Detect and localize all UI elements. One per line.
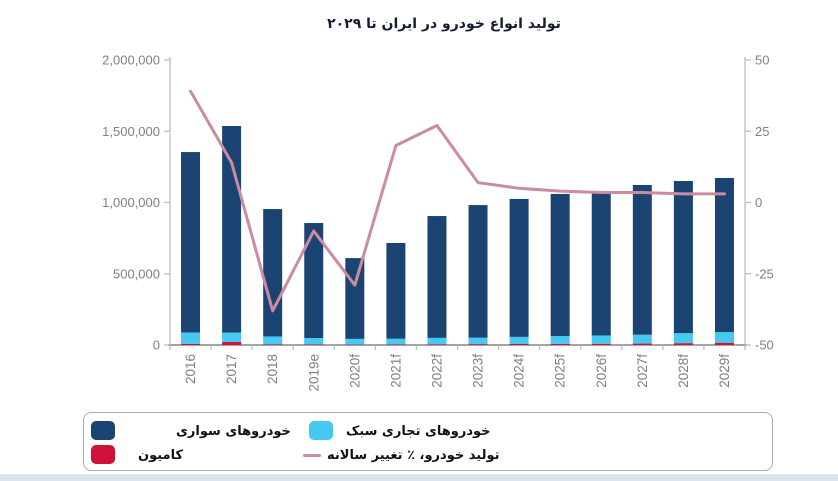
bar-segment-2025f	[550, 193, 570, 337]
left-axis-tick-label: 1,500,000	[102, 124, 160, 139]
bar-segment-2016	[181, 152, 201, 333]
bar-segment-2018	[263, 344, 283, 345]
bar-segment-2024f	[509, 336, 529, 345]
chart-title: تولید انواع خودرو در ایران تا ۲۰۲۹	[327, 16, 561, 32]
bar-segment-2029f	[714, 342, 734, 345]
right-axis-tick-label: 50	[755, 53, 769, 68]
x-axis-category-label: 2019e	[306, 354, 321, 392]
x-axis-category-label: 2026f	[594, 354, 609, 388]
bar-segment-2020f	[345, 338, 365, 345]
x-axis-category-label: 2021f	[388, 354, 403, 388]
bar-segment-2022f	[427, 344, 447, 345]
right-axis-tick-label: -25	[755, 266, 774, 281]
bar-segment-2029f	[714, 332, 734, 343]
bar-segment-2019e	[304, 344, 324, 345]
left-axis-tick-label: 0	[153, 338, 160, 353]
x-axis-category-label: 2029f	[717, 354, 732, 388]
bar-segment-2016	[181, 332, 201, 344]
x-axis-category-label: 2018	[265, 354, 280, 384]
bar-segment-2021f	[386, 242, 406, 339]
bar-segment-2025f	[550, 336, 570, 344]
x-axis-category-label: 2025f	[553, 354, 568, 388]
light-commercial-swatch	[309, 421, 333, 440]
bar-segment-2025f	[550, 343, 570, 345]
right-axis-tick-label: 25	[755, 124, 769, 139]
truck-swatch	[91, 445, 115, 464]
bar-segment-2017	[222, 332, 242, 342]
bar-segment-2024f	[509, 198, 529, 337]
bar-segment-2023f	[468, 337, 488, 345]
bar-segment-2018	[263, 336, 283, 345]
passenger-cars-legend-label: خودروهای سواری	[176, 424, 291, 439]
bar-segment-2026f	[591, 343, 611, 345]
bar-segment-2017	[222, 341, 242, 345]
x-axis-category-label: 2023f	[471, 354, 486, 388]
bar-segment-2027f	[632, 343, 652, 345]
x-axis-category-label: 2017	[224, 354, 239, 384]
bar-segment-2022f	[427, 337, 447, 345]
bottom-edge-strip	[0, 474, 838, 481]
bar-segment-2028f	[673, 343, 693, 345]
truck-legend-label: کامیون	[138, 448, 184, 463]
bar-segment-2028f	[673, 333, 693, 344]
x-axis-category-label: 2020f	[347, 354, 362, 388]
x-axis-category-label: 2027f	[635, 354, 650, 388]
bar-segment-2018	[263, 209, 283, 337]
left-axis-tick-label: 500,000	[113, 266, 160, 281]
annual-change-line	[189, 89, 726, 313]
bar-segment-2021f	[386, 344, 406, 345]
annual-change-line-swatch	[303, 454, 321, 457]
legend: خودروهای سواری کامیون خودروهای تجاری سبک…	[83, 412, 773, 471]
bar-segment-2022f	[427, 216, 447, 338]
bar-segment-2023f	[468, 344, 488, 345]
light-commercial-legend-label: خودروهای تجاری سبک	[346, 424, 491, 439]
bar-segment-2016	[181, 343, 201, 345]
right-axis-tick-label: -50	[755, 338, 774, 353]
x-axis-category-label: 2022f	[429, 354, 444, 388]
bar-segment-2027f	[632, 184, 652, 335]
right-axis-tick-label: 0	[755, 195, 762, 210]
x-axis-category-label: 2024f	[512, 354, 527, 388]
x-axis-category-label: 2016	[183, 354, 198, 384]
bar-segment-2027f	[632, 334, 652, 344]
left-axis-tick-label: 2,000,000	[102, 53, 160, 68]
bar-segment-2026f	[591, 335, 611, 344]
bar-segment-2029f	[714, 177, 734, 333]
bar-segment-2023f	[468, 205, 488, 338]
bar-segment-2019e	[304, 223, 324, 339]
bar-segment-2024f	[509, 344, 529, 345]
passenger-cars-swatch	[91, 421, 115, 440]
bar-segment-2026f	[591, 190, 611, 336]
bar-segment-2028f	[673, 180, 693, 334]
bar-segment-2019e	[304, 338, 324, 345]
annual-change-legend-label: تولید خودرو، ٪ تغییر سالانه	[327, 448, 500, 463]
bar-segment-2020f	[345, 258, 365, 339]
bar-segment-2017	[222, 125, 242, 333]
bar-segment-2021f	[386, 338, 406, 345]
x-axis-category-label: 2028f	[676, 354, 691, 388]
left-axis-tick-label: 1,000,000	[102, 195, 160, 210]
